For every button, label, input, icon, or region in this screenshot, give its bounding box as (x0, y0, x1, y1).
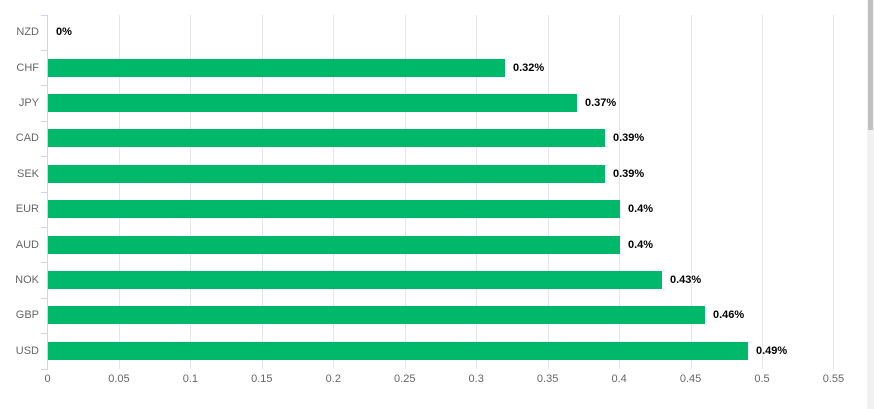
vertical-scrollbar[interactable] (867, 0, 874, 409)
x-gridline (619, 14, 621, 369)
y-axis-tick (41, 14, 47, 16)
data-label-cad: 0.39% (613, 132, 645, 145)
data-label-eur: 0.4% (628, 203, 654, 216)
category-label-nzd: NZD (16, 26, 39, 39)
x-axis-tick-label: 0.5 (754, 373, 770, 385)
data-label-aud: 0.4% (628, 238, 654, 251)
x-axis-tick-label: 0.25 (394, 373, 416, 385)
x-axis-tick-label: 0.3 (468, 373, 484, 385)
bar-sek[interactable] (48, 164, 605, 183)
bar-jpy[interactable] (48, 94, 577, 112)
x-gridline (762, 14, 763, 369)
bar-aud[interactable] (48, 235, 620, 254)
x-axis-tick-label: 0.05 (108, 373, 130, 385)
data-label-nzd: 0% (56, 26, 72, 39)
bar-eur[interactable] (48, 200, 620, 219)
x-axis-tick-label: 0.1 (182, 373, 199, 385)
y-axis-tick (41, 262, 47, 264)
category-label-chf: CHF (16, 61, 39, 74)
bar-cad[interactable] (48, 129, 605, 148)
data-label-usd: 0.49% (756, 344, 788, 357)
y-axis-tick (41, 120, 47, 122)
x-gridline (547, 14, 549, 369)
x-gridline (261, 14, 263, 369)
category-label-sek: SEK (16, 167, 39, 180)
category-label-cad: CAD (15, 132, 39, 145)
y-axis-tick (41, 49, 47, 51)
y-axis-tick (41, 297, 47, 299)
bar-nok[interactable] (48, 271, 662, 289)
bar-usd[interactable] (48, 341, 748, 360)
x-gridline (118, 14, 120, 369)
y-axis-tick (41, 156, 47, 158)
x-gridline (333, 14, 335, 369)
x-axis-tick-label: 0.4 (611, 373, 627, 385)
category-label-eur: EUR (15, 203, 39, 216)
y-axis-tick (41, 191, 47, 193)
category-label-jpy: JPY (18, 97, 39, 109)
x-axis-tick-label: 0 (44, 373, 51, 385)
x-gridline (476, 14, 478, 369)
data-label-sek: 0.39% (613, 167, 645, 180)
x-axis-tick-label: 0.15 (251, 373, 273, 385)
data-label-chf: 0.32% (513, 61, 545, 74)
x-axis-tick-label: 0.35 (536, 373, 559, 385)
category-label-nok: NOK (15, 274, 39, 286)
x-axis-tick-label: 0.55 (822, 373, 845, 385)
data-label-nok: 0.43% (670, 274, 702, 286)
y-axis-tick (41, 368, 47, 370)
category-label-usd: USD (15, 344, 39, 357)
bar-gbp[interactable] (48, 306, 705, 325)
x-axis-tick-label: 0.45 (679, 373, 702, 385)
y-axis-tick (41, 85, 47, 87)
category-label-gbp: GBP (15, 309, 39, 322)
x-gridline (833, 14, 835, 369)
data-label-jpy: 0.37% (585, 97, 617, 109)
x-gridline (404, 14, 406, 369)
bar-chf[interactable] (48, 58, 505, 77)
y-axis-tick (41, 226, 47, 228)
x-gridline (190, 14, 192, 369)
y-axis-tick (41, 333, 47, 335)
x-gridline (690, 14, 692, 369)
data-label-gbp: 0.46% (713, 309, 745, 322)
x-axis-tick-label: 0.2 (325, 373, 341, 385)
scrollbar-thumb[interactable] (868, 0, 873, 130)
category-label-aud: AUD (15, 238, 39, 251)
y-axis-line (47, 14, 48, 370)
